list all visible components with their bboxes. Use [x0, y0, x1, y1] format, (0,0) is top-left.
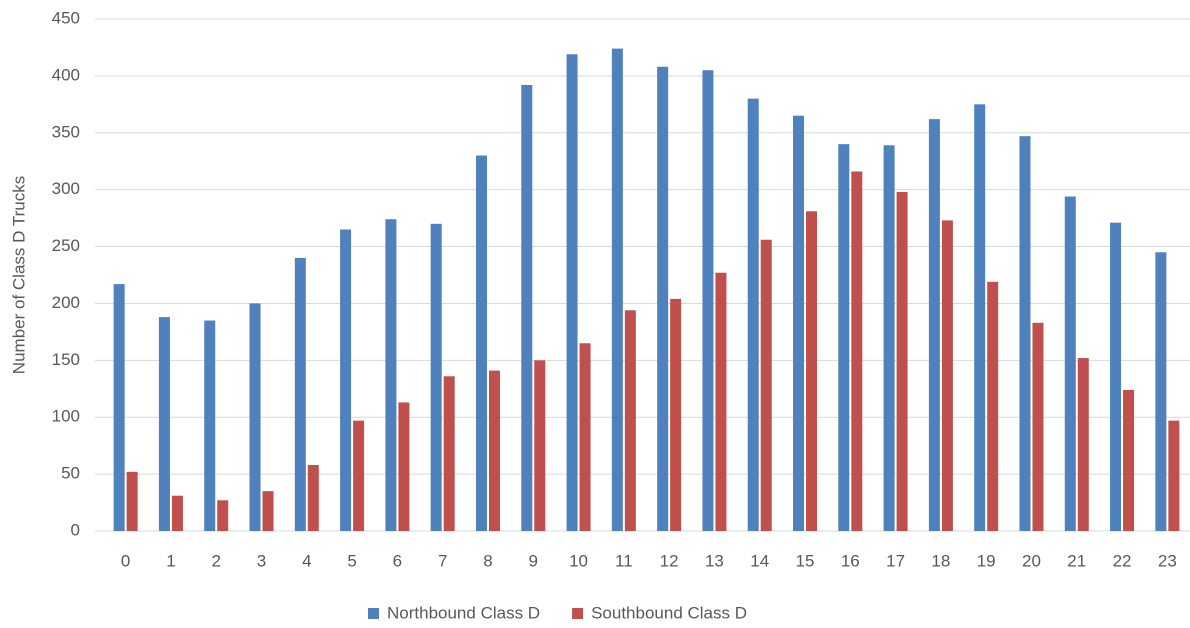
- x-tick-label: 1: [166, 551, 175, 570]
- bar: [217, 500, 229, 531]
- bar: [657, 66, 669, 531]
- x-tick-label: 12: [660, 551, 679, 570]
- x-tick-label: 15: [796, 551, 815, 570]
- bar: [715, 272, 727, 531]
- x-tick-label: 13: [705, 551, 724, 570]
- x-tick-label: 7: [438, 551, 447, 570]
- bar: [158, 317, 170, 531]
- bar: [443, 376, 455, 531]
- bar: [204, 320, 216, 531]
- bar: [1019, 136, 1031, 532]
- bar: [611, 48, 623, 532]
- y-tick-label: 150: [52, 350, 80, 369]
- bar: [579, 343, 591, 531]
- bar: [851, 171, 863, 531]
- bar: [385, 219, 397, 531]
- bar: [670, 298, 682, 531]
- x-tick-label: 4: [302, 551, 311, 570]
- bar: [1123, 389, 1135, 531]
- bar: [760, 239, 772, 531]
- y-tick-label: 50: [61, 464, 80, 483]
- y-tick-label: 250: [52, 236, 80, 255]
- bar: [1077, 358, 1089, 531]
- bar: [475, 155, 487, 532]
- bar: [398, 402, 410, 531]
- legend-label: Southbound Class D: [591, 603, 747, 622]
- legend-label: Northbound Class D: [387, 603, 540, 622]
- legend-swatch: [368, 608, 379, 619]
- y-tick-label: 100: [52, 407, 80, 426]
- x-tick-label: 5: [347, 551, 356, 570]
- bar: [171, 495, 183, 531]
- bar: [838, 144, 850, 531]
- bar: [702, 70, 714, 531]
- legend-swatch: [572, 608, 584, 619]
- bar: [928, 119, 940, 531]
- x-tick-label: 0: [121, 551, 130, 570]
- bar: [793, 115, 805, 531]
- bar: [1155, 252, 1167, 531]
- bar: [262, 491, 274, 531]
- bar: [974, 104, 986, 531]
- x-tick-label: 17: [886, 551, 905, 570]
- x-tick-label: 23: [1158, 551, 1177, 570]
- bar: [1064, 196, 1076, 531]
- x-tick-label: 19: [977, 551, 996, 570]
- y-tick-label: 0: [71, 520, 80, 539]
- bar: [353, 420, 365, 531]
- y-tick-label: 200: [52, 293, 80, 312]
- x-tick-label: 18: [931, 551, 950, 570]
- bar: [521, 84, 533, 531]
- bar: [126, 471, 138, 531]
- x-tick-label: 16: [841, 551, 860, 570]
- bar: [294, 257, 306, 531]
- x-tick-label: 21: [1067, 551, 1086, 570]
- x-tick-label: 3: [257, 551, 266, 570]
- x-tick-label: 10: [569, 551, 588, 570]
- x-tick-label: 6: [393, 551, 402, 570]
- y-tick-label: 450: [52, 8, 80, 27]
- bar: [941, 220, 953, 532]
- bar: [430, 223, 442, 532]
- bar: [566, 54, 578, 531]
- x-tick-label: 14: [750, 551, 769, 570]
- bar: [1032, 322, 1044, 531]
- bar: [896, 191, 908, 532]
- bar: [806, 211, 818, 532]
- x-tick-label: 20: [1022, 551, 1041, 570]
- x-tick-label: 8: [483, 551, 492, 570]
- bar: [624, 310, 636, 531]
- bar: [747, 98, 759, 532]
- bar: [488, 370, 500, 531]
- x-tick-label: 2: [211, 551, 220, 570]
- bar: [883, 145, 895, 531]
- bar: [113, 284, 125, 531]
- x-tick-label: 11: [615, 551, 633, 570]
- y-axis-label: Number of Class D Trucks: [9, 176, 28, 374]
- bar: [340, 229, 352, 531]
- bar: [534, 360, 546, 531]
- bar: [1110, 222, 1122, 531]
- bar: [987, 281, 999, 531]
- bar: [1168, 420, 1180, 531]
- y-tick-label: 300: [52, 179, 80, 198]
- y-tick-label: 400: [52, 65, 80, 84]
- y-tick-label: 350: [52, 122, 80, 141]
- bar: [307, 465, 319, 531]
- bar: [249, 303, 261, 531]
- x-tick-label: 9: [529, 551, 538, 570]
- x-tick-label: 22: [1113, 551, 1132, 570]
